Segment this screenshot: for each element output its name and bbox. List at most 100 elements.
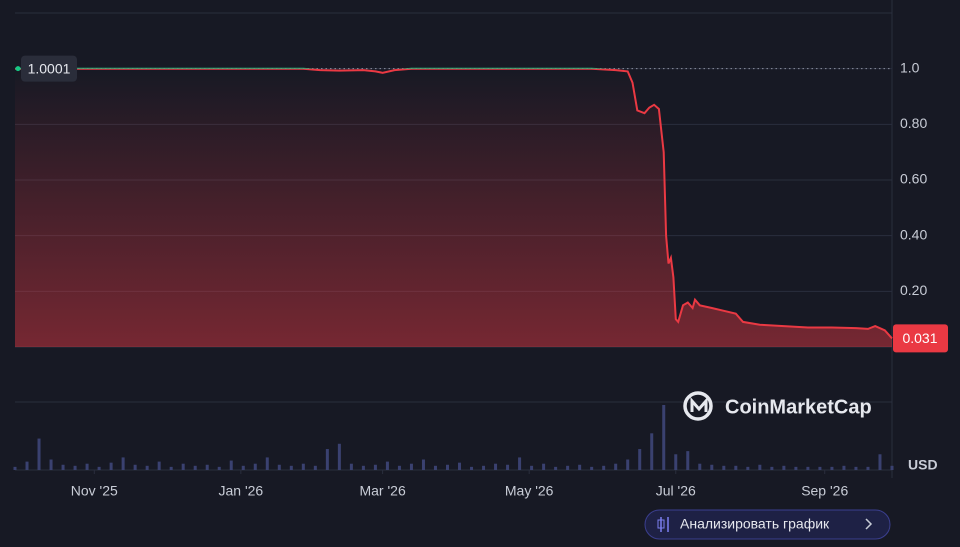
volume-bar: [205, 464, 209, 470]
volume-bar: [157, 461, 161, 470]
volume-bar: [734, 465, 738, 470]
watermark-logo: [683, 391, 713, 421]
volume-bar: [794, 466, 798, 470]
volume-bar: [13, 466, 17, 470]
volume-bar: [530, 465, 534, 470]
volume-bar: [265, 457, 269, 470]
volume-bar: [313, 465, 317, 470]
volume-bar: [674, 454, 678, 470]
volume-bar: [253, 463, 257, 470]
volume-bar: [409, 463, 413, 470]
volume-bar: [722, 465, 726, 470]
volume-bar: [698, 463, 702, 470]
volume-bar: [710, 464, 714, 470]
volume-bar: [397, 465, 401, 470]
y-tick-label: 1.0: [900, 59, 920, 75]
volume-bar: [830, 466, 834, 470]
volume-bar: [217, 466, 221, 470]
volume-bar: [49, 459, 53, 470]
volume-bar: [37, 438, 41, 470]
volume-bar: [458, 462, 462, 470]
volume-bar: [782, 465, 786, 470]
volume-bar: [193, 465, 197, 470]
volume-bar: [470, 466, 474, 470]
volume-bar: [626, 459, 630, 470]
volume-bar: [554, 466, 558, 470]
volume-bar: [614, 463, 618, 470]
volume-bar: [866, 466, 870, 470]
x-tick-label: Sep '26: [801, 483, 848, 499]
volume-bar: [842, 465, 846, 470]
volume-bar: [638, 449, 642, 470]
volume-bar: [85, 463, 89, 470]
volume-bar: [854, 466, 858, 470]
watermark: CoinMarketCap: [683, 391, 872, 421]
volume-bar: [482, 465, 486, 470]
volume-bar: [590, 466, 594, 470]
volume-bar: [361, 465, 365, 470]
volume-bar: [325, 449, 329, 470]
volume-bar: [181, 463, 185, 470]
volume-bar: [337, 443, 341, 470]
volume-bar: [518, 457, 522, 470]
y-tick-label: 0.40: [900, 226, 927, 242]
volume-bar: [25, 461, 29, 470]
volume-bar: [806, 466, 810, 470]
x-tick-label: Jan '26: [218, 483, 263, 499]
volume-bar: [650, 433, 654, 470]
volume-bar: [566, 465, 570, 470]
button-label[interactable]: Анализировать график: [680, 516, 830, 532]
volume-bar: [349, 463, 353, 470]
analyze-button[interactable]: Анализировать график: [644, 509, 891, 540]
volume-bar: [602, 465, 606, 470]
volume-bar: [686, 451, 690, 470]
volume-bar: [746, 466, 750, 470]
x-tick-label: May '26: [505, 483, 554, 499]
volume-bar: [97, 466, 101, 470]
volume-bar: [277, 464, 281, 470]
button-bg[interactable]: [644, 509, 891, 540]
button-icon-box: [657, 519, 665, 529]
current-price-tag: [893, 324, 948, 353]
volume-bar: [542, 463, 546, 470]
volume-bar: [494, 463, 498, 470]
volume-bar: [229, 460, 233, 470]
volume-bar: [770, 466, 774, 470]
volume-bar: [662, 405, 666, 470]
current-price-label: 0.031: [902, 330, 937, 346]
volume-bar: [301, 463, 305, 470]
volume-bar: [878, 454, 882, 470]
volume-bar: [61, 464, 65, 470]
volume-bar: [385, 461, 389, 470]
volume-bar: [445, 464, 449, 470]
volume-bar: [818, 466, 822, 470]
volume-bar: [73, 465, 77, 470]
volume-bar: [506, 464, 510, 470]
volume-bar: [145, 465, 149, 470]
watermark-logo-m: [690, 397, 708, 412]
currency-label: USD: [908, 457, 938, 473]
price-line-down: [15, 68, 893, 340]
y-tick-label: 0.20: [900, 282, 927, 298]
reference-label: 1.0001: [28, 60, 71, 76]
volume-bar: [758, 464, 762, 470]
volume-bar: [433, 465, 437, 470]
y-tick-label: 0.60: [900, 171, 927, 187]
reference-dot: [15, 66, 21, 72]
button-chevron: [865, 518, 873, 530]
x-tick-label: Nov '25: [71, 483, 118, 499]
volume-bar: [169, 466, 173, 470]
volume-bar: [121, 457, 125, 470]
volume-bar: [289, 465, 293, 470]
volume-bar: [890, 465, 894, 470]
volume-bar: [578, 464, 582, 470]
x-tick-label: Mar '26: [359, 483, 405, 499]
volume-bar: [421, 459, 425, 470]
watermark-text: CoinMarketCap: [725, 396, 872, 418]
volume-bar: [109, 462, 113, 470]
y-tick-label: 0.80: [900, 115, 927, 131]
volume-bar: [241, 465, 245, 470]
reference-tag: [21, 55, 77, 82]
